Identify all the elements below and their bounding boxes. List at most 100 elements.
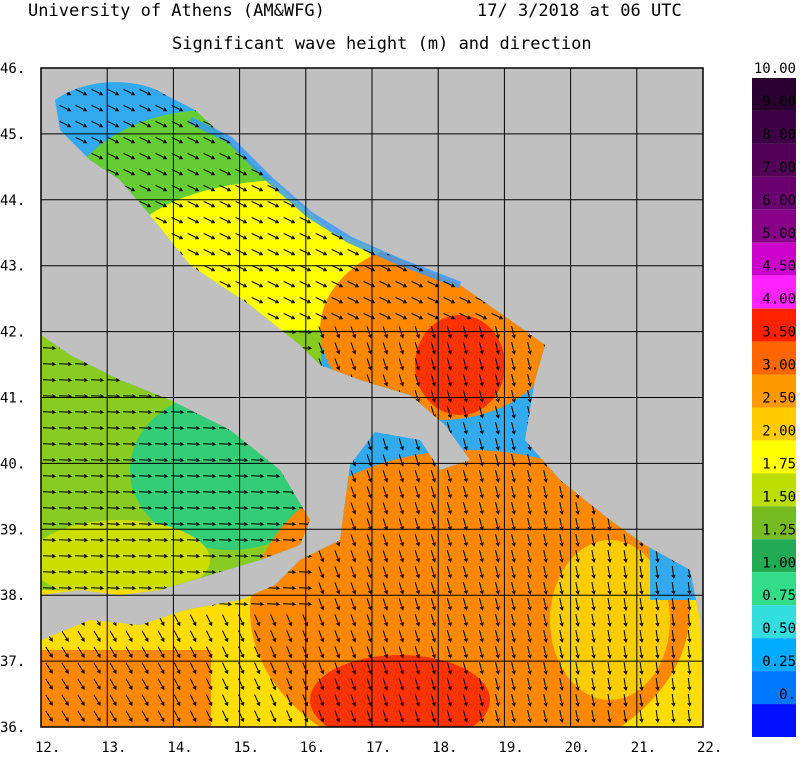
direction-arrow: [430, 358, 436, 371]
direction-arrow: [607, 518, 612, 531]
direction-arrow: [298, 602, 313, 607]
direction-arrow: [331, 280, 344, 288]
direction-arrow: [270, 630, 277, 643]
direction-arrow: [639, 549, 644, 563]
direction-arrow: [575, 534, 580, 547]
direction-arrow: [266, 522, 281, 527]
direction-arrow: [414, 646, 420, 659]
direction-arrow: [478, 470, 484, 483]
latitude-tick: 42.: [0, 325, 25, 341]
direction-arrow: [671, 613, 676, 627]
direction-arrow: [42, 538, 57, 543]
direction-arrow: [187, 152, 200, 160]
latitude-tick: 36.: [0, 720, 25, 736]
direction-arrow: [414, 342, 420, 355]
direction-arrow: [527, 550, 532, 563]
direction-arrow: [139, 168, 152, 176]
direction-arrow: [90, 474, 105, 479]
longitude-tick: 14.: [167, 740, 192, 756]
direction-arrow: [138, 554, 153, 559]
direction-arrow: [575, 678, 580, 691]
direction-arrow: [234, 522, 249, 527]
direction-arrow: [607, 566, 612, 579]
direction-arrow: [398, 470, 405, 483]
direction-arrow: [559, 502, 564, 515]
direction-arrow: [254, 678, 261, 691]
direction-arrow: [559, 614, 564, 627]
direction-arrow: [478, 550, 484, 563]
direction-arrow: [318, 582, 325, 595]
direction-arrow: [575, 502, 580, 515]
latitude-tick: 38.: [0, 588, 25, 604]
direction-arrow: [462, 534, 468, 547]
direction-arrow: [478, 598, 484, 611]
direction-arrow: [511, 390, 516, 403]
direction-arrow: [414, 502, 420, 515]
direction-arrow: [478, 694, 484, 707]
direction-arrow: [75, 120, 88, 128]
direction-arrow: [575, 630, 580, 643]
direction-arrow: [122, 554, 137, 559]
direction-arrow: [90, 538, 105, 543]
direction-arrow: [655, 661, 660, 675]
direction-arrow: [478, 582, 484, 595]
direction-arrow: [495, 518, 500, 531]
direction-arrow: [221, 614, 229, 627]
direction-arrow: [495, 614, 500, 627]
colorbar-label: 10.00: [754, 61, 796, 77]
colorbar-label: 3.00: [762, 358, 796, 374]
colorbar-swatch: [752, 78, 796, 111]
direction-arrow: [430, 662, 436, 675]
direction-arrow: [511, 646, 516, 659]
direction-arrow: [270, 646, 277, 659]
direction-arrow: [74, 538, 89, 543]
direction-arrow: [511, 550, 516, 563]
direction-arrow: [398, 646, 405, 659]
direction-arrow: [430, 534, 436, 547]
direction-arrow: [430, 646, 436, 659]
direction-arrow: [430, 598, 436, 611]
direction-arrow: [623, 677, 628, 691]
direction-arrow: [283, 312, 296, 320]
direction-arrow: [382, 438, 389, 451]
direction-arrow: [495, 342, 500, 355]
direction-arrow: [219, 168, 232, 176]
longitude-tick-labels: 12. 13. 14. 15. 16. 17. 18. 19. 20. 21. 22.: [35, 740, 722, 756]
direction-arrow: [350, 550, 357, 563]
direction-arrow: [107, 136, 120, 144]
direction-arrow: [93, 694, 101, 707]
direction-arrow: [655, 565, 660, 579]
direction-arrow: [77, 630, 85, 643]
direction-arrow: [189, 662, 197, 675]
direction-arrow: [221, 694, 229, 707]
direction-arrow: [138, 570, 153, 575]
direction-arrow: [202, 570, 217, 575]
direction-arrow: [543, 710, 548, 723]
direction-arrow: [591, 662, 596, 675]
direction-arrow: [575, 566, 580, 579]
direction-arrow: [173, 614, 181, 627]
direction-arrow: [154, 570, 169, 575]
direction-arrow: [639, 709, 644, 723]
longitude-tick: 13.: [101, 740, 126, 756]
direction-arrow: [334, 694, 341, 707]
direction-arrow: [607, 582, 612, 595]
direction-arrow: [90, 442, 105, 447]
direction-arrow: [382, 374, 389, 387]
direction-arrow: [250, 522, 265, 527]
direction-arrow: [125, 662, 133, 675]
colorbar-swatch: [752, 143, 796, 177]
direction-arrow: [414, 374, 420, 387]
direction-arrow: [58, 442, 73, 447]
direction-arrow: [283, 248, 296, 256]
direction-arrow: [575, 550, 580, 563]
direction-arrow: [189, 710, 197, 723]
direction-arrow: [559, 518, 564, 531]
direction-arrow: [478, 678, 484, 691]
direction-arrow: [157, 678, 165, 691]
direction-arrow: [446, 470, 452, 483]
latitude-tick: 46.: [0, 61, 25, 77]
direction-arrow: [591, 550, 596, 563]
direction-arrow: [366, 502, 373, 515]
direction-arrow: [414, 630, 420, 643]
